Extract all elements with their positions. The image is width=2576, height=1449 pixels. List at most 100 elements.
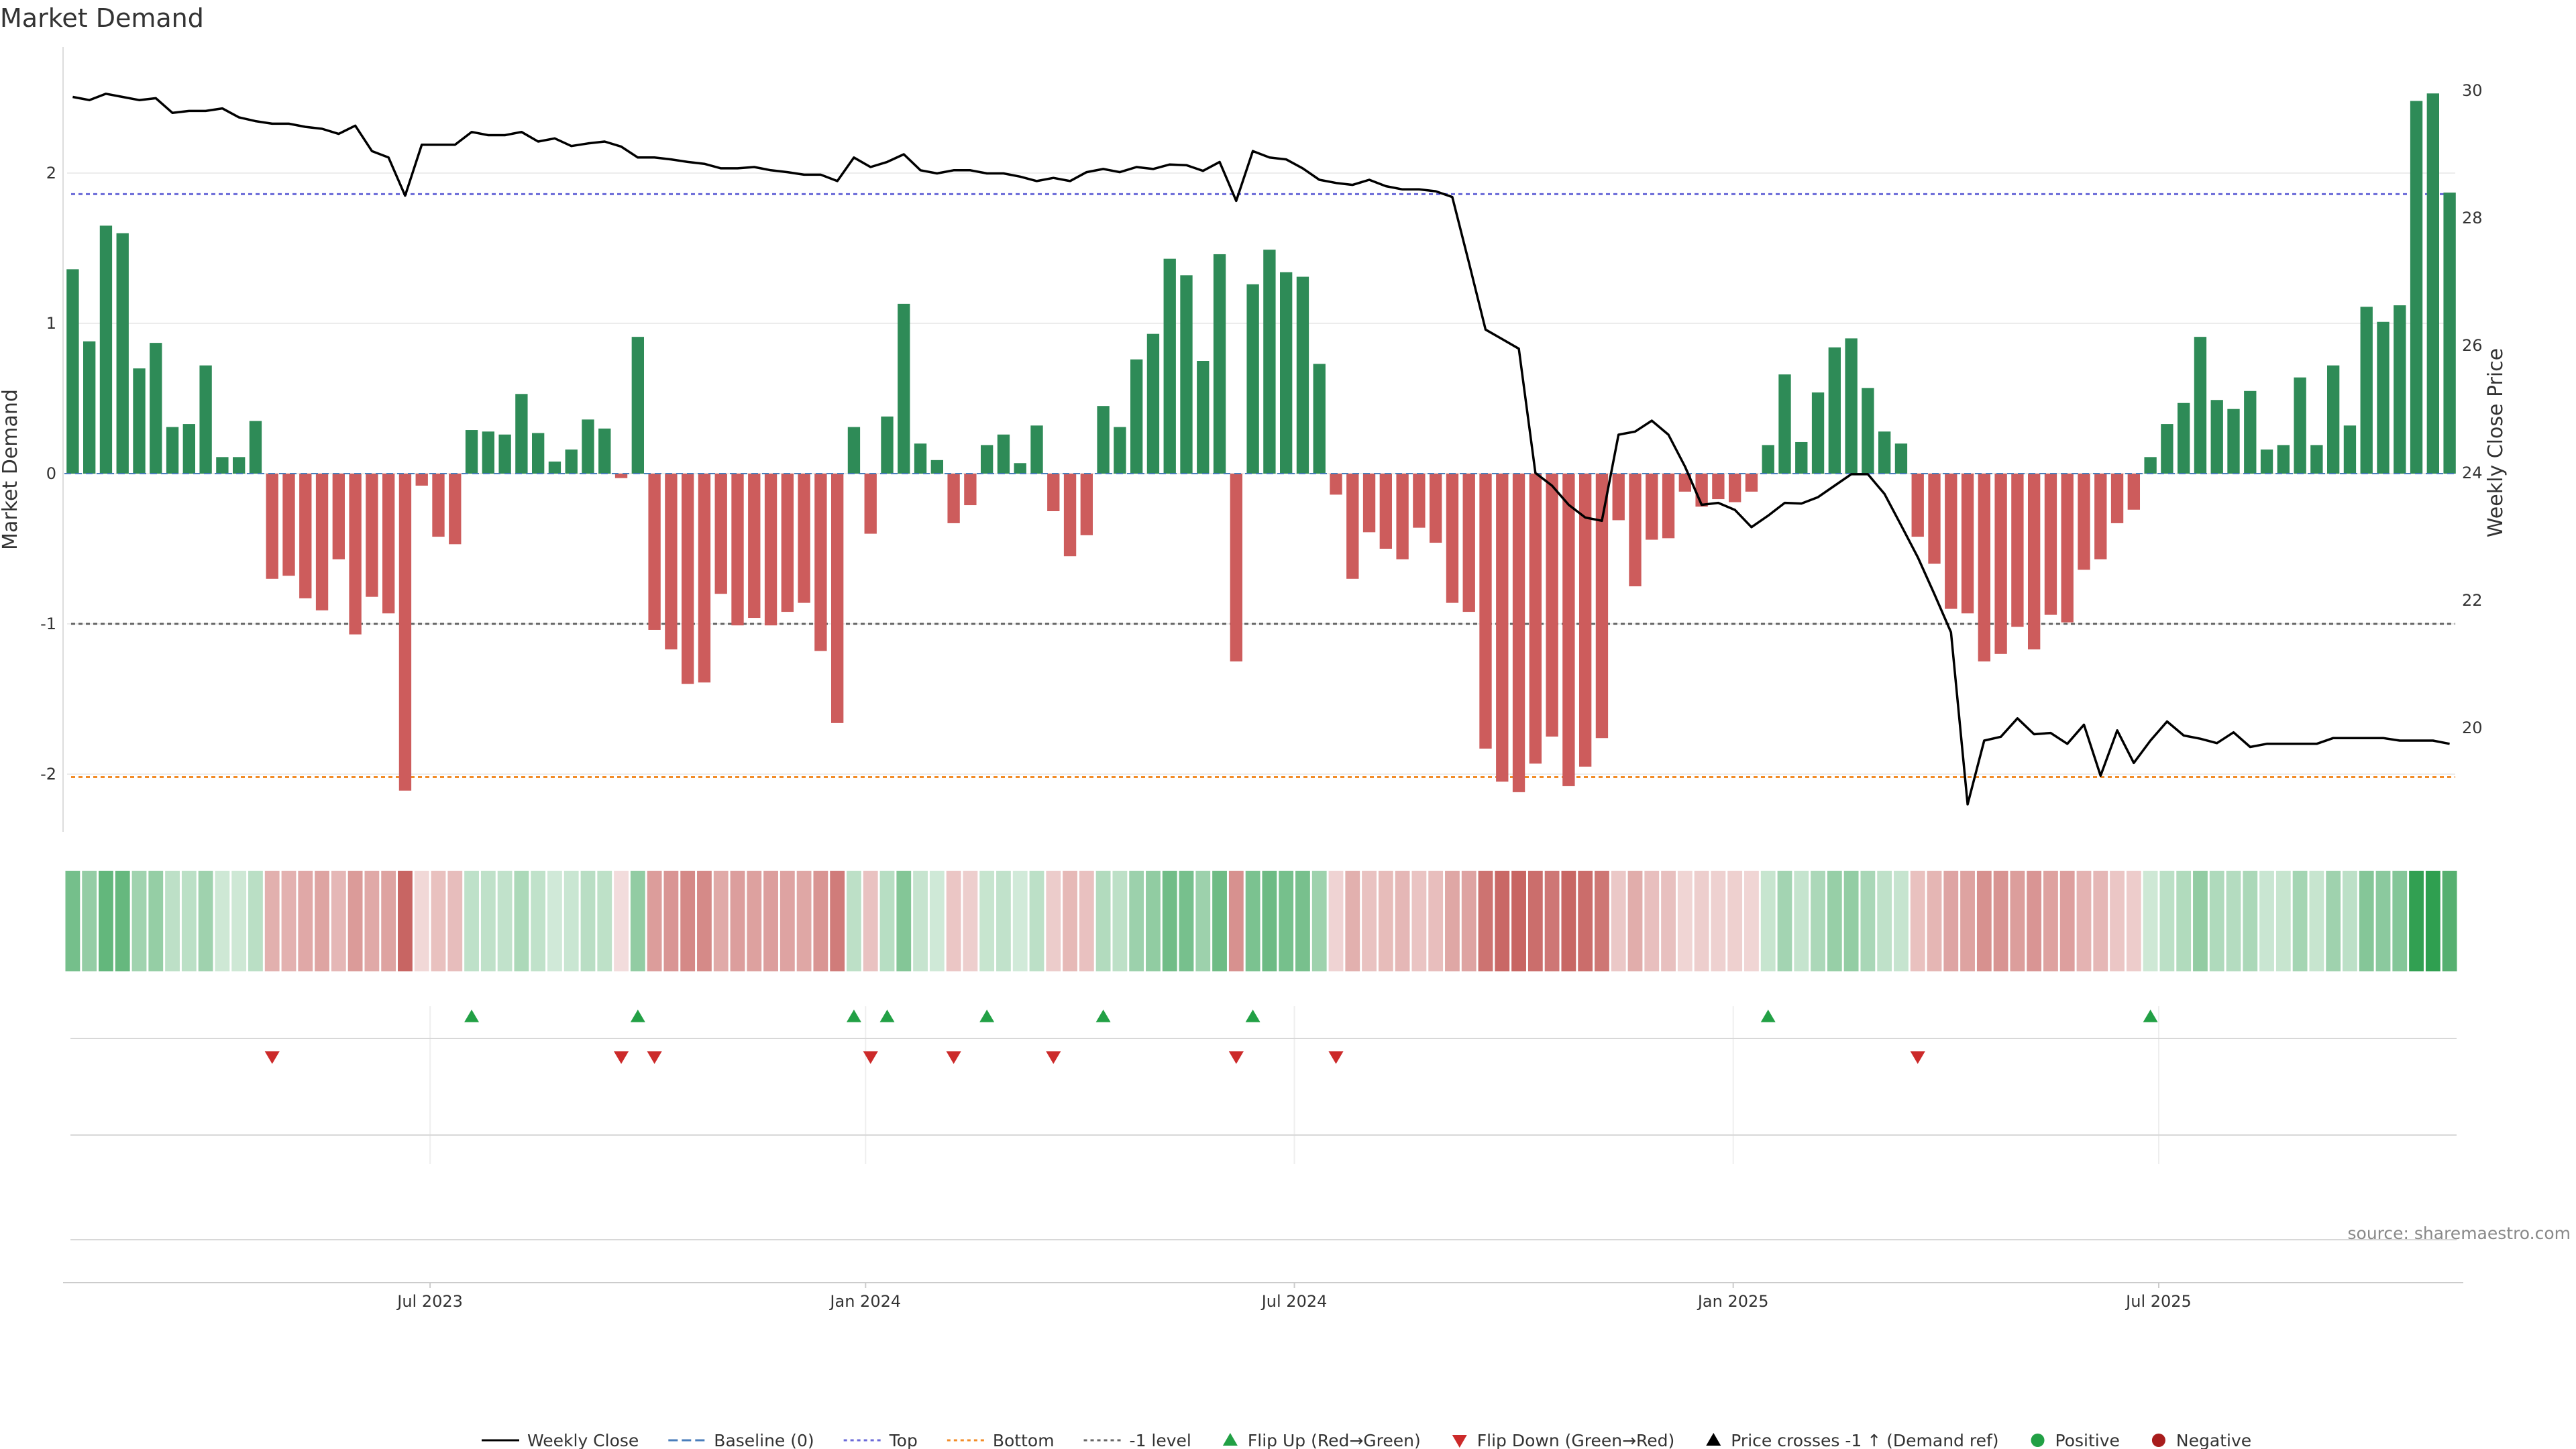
flip-up-marker	[630, 1010, 645, 1022]
heat-cell	[1760, 871, 1776, 971]
heat-cell	[697, 871, 712, 971]
legend-label: Positive	[2055, 1431, 2120, 1449]
y-axis-right-label: Weekly Close Price	[2484, 348, 2508, 537]
flip-up-marker	[979, 1010, 995, 1022]
heat-cell	[1561, 871, 1576, 971]
demand-bar	[2244, 390, 2257, 474]
demand-bar	[1512, 474, 1525, 792]
heat-cell	[148, 871, 164, 971]
heat-cell	[198, 871, 213, 971]
demand-bar	[1030, 425, 1043, 474]
legend-item: Flip Up (Red→Green)	[1222, 1431, 1421, 1449]
demand-bar	[1213, 254, 1226, 474]
demand-bar	[182, 424, 196, 474]
demand-bar	[1130, 359, 1143, 474]
heat-cell	[763, 871, 778, 971]
flip-up-marker	[879, 1010, 895, 1022]
heat-cell	[131, 871, 147, 971]
demand-bar	[2094, 474, 2107, 559]
legend-label: -1 level	[1130, 1431, 1191, 1449]
heat-cell	[713, 871, 729, 971]
heat-cell	[1860, 871, 1876, 971]
heat-cell	[1063, 871, 1077, 971]
heat-cell	[1894, 871, 1909, 971]
demand-bar	[731, 474, 744, 626]
y-left-tick-label: 0	[46, 464, 56, 483]
demand-bar	[582, 419, 594, 474]
x-tick-label: Jul 2024	[1260, 1292, 1328, 1311]
demand-bar	[2110, 474, 2124, 523]
flip-up-marker	[2143, 1010, 2158, 1022]
heat-cell	[597, 871, 612, 971]
heat-cell	[1411, 871, 1427, 971]
demand-bar	[1811, 392, 1825, 474]
demand-bar	[714, 474, 727, 594]
heat-cell	[1578, 871, 1593, 971]
demand-bar	[1330, 474, 1342, 495]
demand-bar	[2177, 402, 2190, 474]
demand-bar	[1862, 388, 1874, 474]
heat-cell	[847, 871, 861, 971]
demand-bar	[99, 225, 113, 474]
heat-cell	[1527, 871, 1543, 971]
demand-bar	[698, 474, 711, 683]
legend-swatch	[2031, 1434, 2045, 1447]
demand-bar	[1762, 445, 1774, 474]
demand-bar	[914, 443, 927, 474]
demand-bar	[847, 427, 861, 474]
y-axes: 2 1 0 -1 -2 30 28 26 24 22 20	[40, 47, 2483, 832]
heat-cell	[1960, 871, 1975, 971]
demand-bar	[1163, 258, 1176, 474]
demand-bar	[349, 474, 362, 635]
heat-cell	[1827, 871, 1842, 971]
demand-bar	[1446, 474, 1459, 603]
heat-cell	[1595, 871, 1609, 971]
heat-cell	[2392, 871, 2408, 971]
heat-cell	[2343, 871, 2357, 971]
flip-down-marker	[1228, 1051, 1244, 1064]
heat-cell	[2193, 871, 2208, 971]
heat-cell	[1046, 871, 1061, 971]
heat-cell	[1195, 871, 1211, 971]
heat-cell	[1228, 871, 1244, 971]
demand-bar	[898, 303, 910, 474]
y-right-tick-label: 26	[2462, 336, 2483, 355]
demand-bar	[1296, 276, 1309, 474]
heat-cell	[929, 871, 945, 971]
demand-bar	[964, 474, 977, 506]
demand-bar	[1612, 474, 1625, 521]
y-right-tick-label: 20	[2462, 718, 2483, 737]
heat-cell	[1993, 871, 2008, 971]
flip-down-marker	[614, 1051, 629, 1064]
heat-cell	[1976, 871, 1992, 971]
demand-bar	[1197, 361, 1210, 474]
heat-cell	[381, 871, 396, 971]
heat-cell	[1378, 871, 1393, 971]
heat-cell	[398, 871, 413, 971]
demand-bar	[1462, 474, 1475, 612]
heat-cell	[2176, 871, 2192, 971]
demand-bar	[498, 434, 511, 474]
heat-cell	[2326, 871, 2341, 971]
heat-cell	[2375, 871, 2391, 971]
flip-up-marker	[846, 1010, 861, 1022]
demand-bar	[1978, 474, 1991, 661]
demand-bar	[764, 474, 777, 626]
flip-markers	[70, 1010, 2457, 1240]
heat-cell	[1544, 871, 1560, 971]
demand-bar	[282, 474, 295, 576]
demand-bar	[249, 421, 262, 474]
demand-bar	[415, 474, 428, 486]
legend-label: Flip Up (Red→Green)	[1248, 1431, 1421, 1449]
heat-cell	[2259, 871, 2274, 971]
y-left-tick-label: -2	[40, 765, 56, 784]
demand-bar	[798, 474, 810, 603]
heat-cell	[1611, 871, 1626, 971]
heat-cell	[1943, 871, 1959, 971]
heat-cell	[531, 871, 546, 971]
demand-bar	[2194, 337, 2207, 474]
demand-bar	[166, 427, 179, 474]
demand-bar	[2410, 101, 2423, 474]
demand-heat-strip	[65, 871, 2457, 971]
